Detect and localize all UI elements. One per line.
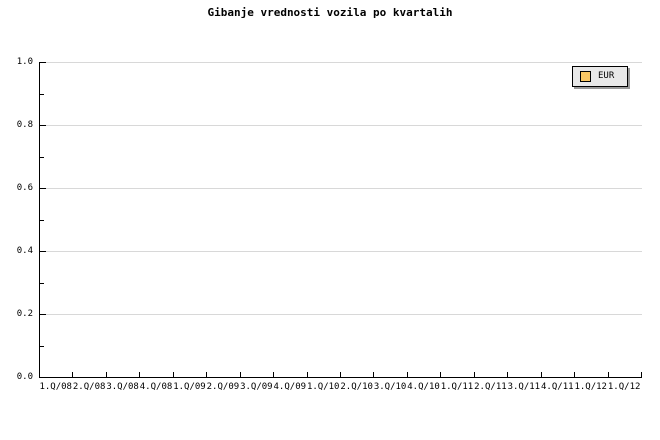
gridline <box>40 62 642 63</box>
x-tick-label: 1.Q/09 <box>173 382 206 392</box>
x-tick <box>407 372 408 377</box>
y-tick-label: 0.2 <box>16 309 33 319</box>
y-major-tick <box>40 62 46 63</box>
y-minor-tick <box>40 346 44 347</box>
y-minor-tick <box>40 94 44 95</box>
x-tick-label: 3.Q/11 <box>507 382 541 392</box>
y-tick-label: 0.4 <box>16 246 33 256</box>
x-tick-label: 2.Q/10 <box>340 382 373 392</box>
x-tick <box>307 372 308 377</box>
chart-title: Gibanje vrednosti vozila po kvartalih <box>207 6 453 19</box>
y-major-tick <box>40 314 46 315</box>
x-tick <box>507 372 508 377</box>
x-tick <box>273 372 274 377</box>
x-tick-label: 1.Q/12 <box>607 382 641 392</box>
x-tick-label: 4.Q/09 <box>273 382 307 392</box>
x-tick-label: 4.Q/10 <box>407 382 440 392</box>
y-axis: 0.0 0.2 0.4 0.6 0.8 1.0 <box>0 57 33 382</box>
x-tick <box>173 372 174 377</box>
x-tick <box>139 372 140 377</box>
x-tick <box>240 372 241 377</box>
gridline <box>40 125 642 126</box>
x-tick <box>340 372 341 377</box>
y-minor-tick <box>40 220 44 221</box>
x-tick-label: 1.Q/08 <box>39 382 72 392</box>
y-major-tick <box>40 251 46 252</box>
x-tick-label: 1.Q/11 <box>440 382 474 392</box>
x-tick-label: 3.Q/08 <box>106 382 139 392</box>
x-tick <box>106 372 107 377</box>
y-tick-label: 0.0 <box>16 372 33 382</box>
x-tick-label: 2.Q/11 <box>474 382 507 392</box>
x-tick <box>608 372 609 377</box>
x-tick <box>72 372 73 377</box>
x-tick-label: 2.Q/08 <box>72 382 106 392</box>
x-axis: 1.Q/08 2.Q/08 3.Q/08 4.Q/08 1.Q/09 2.Q/09 3.Q/… <box>39 382 641 393</box>
x-tick <box>474 372 475 377</box>
x-tick <box>574 372 575 377</box>
gridline <box>40 251 642 252</box>
y-tick-label: 0.6 <box>16 183 33 193</box>
y-minor-tick <box>40 157 44 158</box>
gridline <box>40 188 642 189</box>
y-major-tick <box>40 188 46 189</box>
y-minor-tick <box>40 283 44 284</box>
x-tick-label: 2.Q/09 <box>206 382 240 392</box>
x-tick-label: 4.Q/08 <box>139 382 173 392</box>
y-tick-label: 1.0 <box>16 57 33 67</box>
x-tick <box>440 372 441 377</box>
x-tick <box>373 372 374 377</box>
x-tick <box>541 372 542 377</box>
legend-swatch-eur-icon <box>580 71 591 82</box>
legend: EUR <box>572 66 628 87</box>
x-tick-label: 4.Q/11 <box>541 382 574 392</box>
y-tick-label: 0.8 <box>16 120 33 130</box>
x-tick-label: 1.Q/10 <box>306 382 340 392</box>
x-tick-label: 3.Q/09 <box>240 382 273 392</box>
x-tick-label: 3.Q/10 <box>373 382 407 392</box>
gridline <box>40 314 642 315</box>
x-tick <box>641 372 642 377</box>
y-major-tick <box>40 125 46 126</box>
x-tick-label: 1.Q/12 <box>574 382 607 392</box>
legend-label-eur: EUR <box>598 71 615 81</box>
x-tick <box>206 372 207 377</box>
plot-area <box>39 62 642 378</box>
